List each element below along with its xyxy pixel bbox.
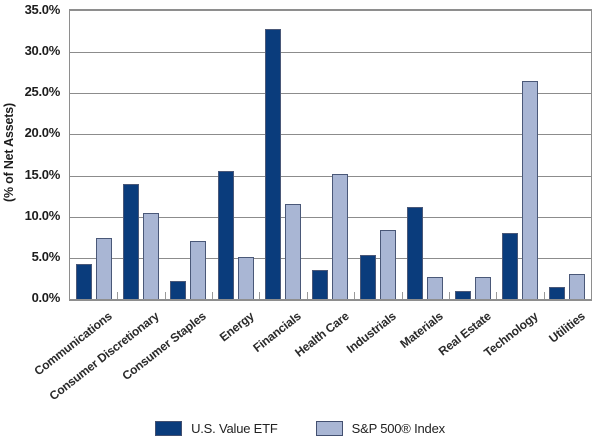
legend: U.S. Value ETF S&P 500® Index [0,419,600,437]
legend-label: U.S. Value ETF [191,420,278,436]
bar-s-p-500-index-health-care [332,173,349,299]
bar-s-p-500-index-energy [237,257,254,299]
x-axis-tick [496,292,498,299]
y-tick-label: 10.0% [24,207,61,223]
x-axis-tick [259,292,261,299]
bar-group-financials [259,11,306,299]
bar-u-s-value-etf-real-estate [454,290,471,299]
y-tick-label: 0.0% [31,290,61,305]
y-tick-label: 35.0% [24,2,61,17]
gridline [70,175,591,177]
bar-s-p-500-index-consumer-discretionary [143,213,160,299]
bar-u-s-value-etf-consumer-discretionary [123,183,140,299]
bar-u-s-value-etf-energy [217,170,234,299]
gridline [70,134,591,136]
bar-s-p-500-index-real-estate [474,276,491,299]
bar-u-s-value-etf-industrials [359,255,376,299]
plot-area [69,9,592,301]
x-axis: Communications Consumer Discretionary Cons… [31,301,590,403]
bar-group-real-estate [449,11,496,299]
y-tick-label: 25.0% [24,84,61,100]
bar-group-consumer-discretionary [117,11,164,299]
gridline [70,93,591,95]
bar-group-consumer-staples [165,11,212,299]
bar-group-industrials [354,11,401,299]
bar-group-technology [496,11,543,299]
x-axis-tick [306,292,308,299]
bar-s-p-500-index-industrials [379,229,396,299]
bar-s-p-500-index-utilities [569,274,586,299]
bar-u-s-value-etf-utilities [549,287,566,299]
y-axis: 0.0% 5.0% 10.0% 15.0% 20.0% 25.0% 30.0% 35.0% [0,2,64,305]
bar-s-p-500-index-financials [285,203,302,299]
gridline [70,216,591,218]
bar-groups-layer [70,11,591,299]
x-axis-tick [448,292,450,299]
bar-u-s-value-etf-materials [407,206,424,299]
bar-group-health-care [307,11,354,299]
legend-swatch-u-s-value-etf [155,420,183,436]
bar-u-s-value-etf-communications [75,263,92,299]
legend-swatch-s-p-500-index [315,420,343,436]
gridline [70,52,591,54]
bar-u-s-value-etf-consumer-staples [170,280,187,299]
gridline [70,257,591,259]
bar-s-p-500-index-consumer-staples [190,241,207,299]
y-tick-label: 15.0% [24,166,61,182]
x-axis-tick [212,292,214,299]
bar-u-s-value-etf-financials [265,29,282,299]
y-tick-label: 30.0% [24,43,61,59]
bar-s-p-500-index-technology [521,80,538,299]
bar-group-energy [212,11,259,299]
bar-group-utilities [544,11,591,299]
x-axis-tick [543,292,545,299]
bar-s-p-500-index-communications [95,238,112,299]
bar-group-communications [70,11,117,299]
x-axis-tick [401,292,403,299]
y-tick-label: 5.0% [31,248,61,264]
legend-item-u-s-value-etf: U.S. Value ETF [155,420,278,436]
legend-item-s-p-500-index: S&P 500® Index [315,420,445,436]
bar-u-s-value-etf-technology [501,233,518,299]
x-axis-tick [354,292,356,299]
bar-u-s-value-etf-health-care [312,270,329,299]
bar-group-materials [402,11,449,299]
x-axis-tick [117,292,119,299]
y-tick-label: 20.0% [24,125,61,141]
bar-s-p-500-index-materials [427,276,444,299]
x-axis-tick [164,292,166,299]
legend-label: S&P 500® Index [351,420,445,436]
